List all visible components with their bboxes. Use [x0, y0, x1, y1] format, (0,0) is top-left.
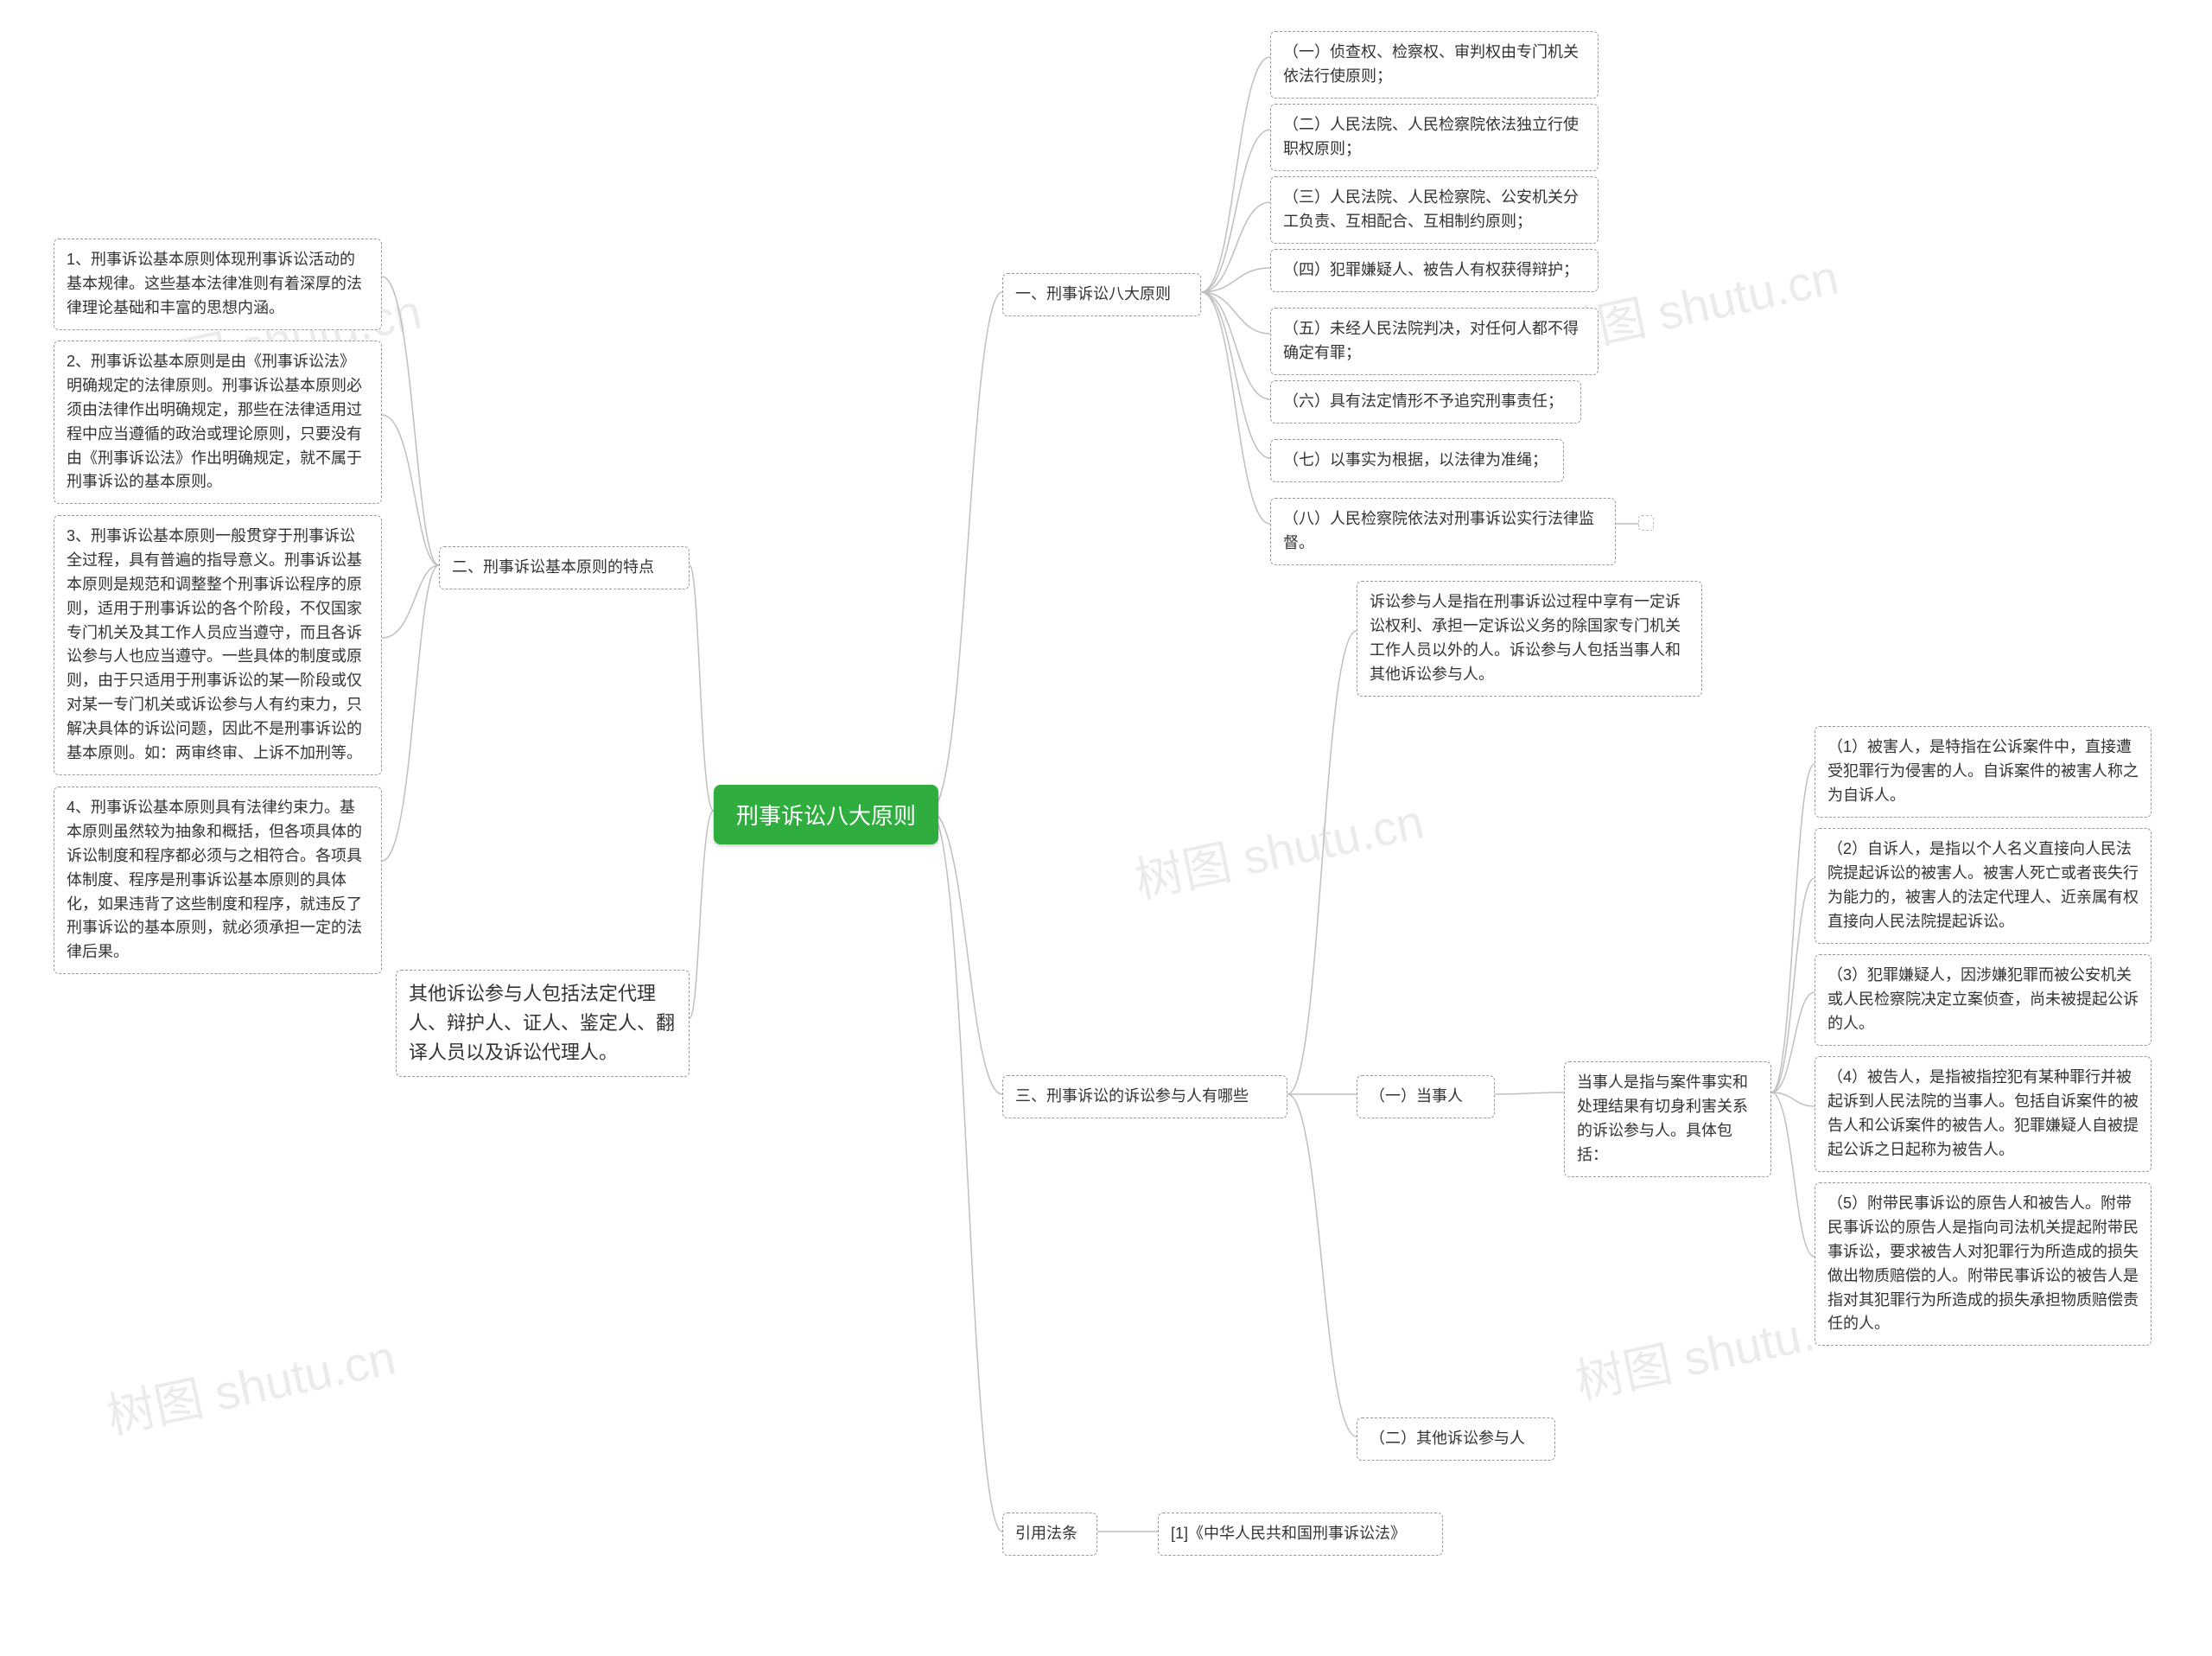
branch-three-sub2-label[interactable]: （二）其他诉讼参与人 [1357, 1417, 1555, 1461]
party-item: （5）附带民事诉讼的原告人和被告人。附带民事诉讼的原告人是指向司法机关提起附带民… [1815, 1182, 2152, 1346]
mindmap-canvas: 树图 shutu.cn 树图 shutu.cn 树图 shutu.cn 树图 s… [0, 0, 2212, 1656]
branch-three-title[interactable]: 三、刑事诉讼的诉讼参与人有哪些 [1002, 1075, 1287, 1118]
branch-one-item: （二）人民法院、人民检察院依法独立行使职权原则； [1270, 104, 1599, 171]
branch-two-item: 2、刑事诉讼基本原则是由《刑事诉讼法》明确规定的法律原则。刑事诉讼基本原则必须由… [54, 341, 382, 504]
branch-one-item: （三）人民法院、人民检察院、公安机关分工负责、互相配合、互相制约原则； [1270, 176, 1599, 244]
watermark: 树图 shutu.cn [99, 1319, 401, 1449]
branch-two-item: 3、刑事诉讼基本原则一般贯穿于刑事诉讼全过程，具有普遍的指导意义。刑事诉讼基本原… [54, 515, 382, 775]
collapsed-indicator[interactable] [1638, 515, 1654, 531]
other-participants: 其他诉讼参与人包括法定代理人、辩护人、证人、鉴定人、翻译人员以及诉讼代理人。 [396, 970, 690, 1077]
party-item: （3）犯罪嫌疑人，因涉嫌犯罪而被公安机关或人民检察院决定立案侦查，尚未被提起公诉… [1815, 954, 2152, 1046]
branch-three-intro: 诉讼参与人是指在刑事诉讼过程中享有一定诉讼权利、承担一定诉讼义务的除国家专门机关… [1357, 581, 1702, 697]
branch-one-item: （八）人民检察院依法对刑事诉讼实行法律监督。 [1270, 498, 1616, 565]
branch-two-item: 1、刑事诉讼基本原则体现刑事诉讼活动的基本规律。这些基本法律准则有着深厚的法律理… [54, 239, 382, 330]
branch-one-item: （七）以事实为根据，以法律为准绳； [1270, 439, 1564, 482]
branch-one-item: （一）侦查权、检察权、审判权由专门机关依法行使原则； [1270, 31, 1599, 99]
refs-item: [1]《中华人民共和国刑事诉讼法》 [1158, 1513, 1443, 1556]
branch-one-item: （五）未经人民法院判决，对任何人都不得确定有罪； [1270, 308, 1599, 375]
party-item: （4）被告人，是指被指控犯有某种罪行并被起诉到人民法院的当事人。包括自诉案件的被… [1815, 1056, 2152, 1172]
branch-one-item: （六）具有法定情形不予追究刑事责任； [1270, 380, 1581, 424]
refs-title[interactable]: 引用法条 [1002, 1513, 1097, 1556]
party-item: （2）自诉人，是指以个人名义直接向人民法院提起诉讼的被害人。被害人死亡或者丧失行… [1815, 828, 2152, 944]
party-item: （1）被害人，是特指在公诉案件中，直接遭受犯罪行为侵害的人。自诉案件的被害人称之… [1815, 726, 2152, 818]
branch-one-title[interactable]: 一、刑事诉讼八大原则 [1002, 273, 1201, 316]
branch-three-sub1-label[interactable]: （一）当事人 [1357, 1075, 1495, 1118]
branch-two-item: 4、刑事诉讼基本原则具有法律约束力。基本原则虽然较为抽象和概括，但各项具体的诉讼… [54, 787, 382, 974]
root-node[interactable]: 刑事诉讼八大原则 [714, 785, 938, 844]
branch-two-title[interactable]: 二、刑事诉讼基本原则的特点 [439, 546, 690, 589]
branch-one-item: （四）犯罪嫌疑人、被告人有权获得辩护； [1270, 249, 1599, 292]
watermark: 树图 shutu.cn [1128, 783, 1429, 913]
branch-three-sub1-desc: 当事人是指与案件事实和处理结果有切身利害关系的诉讼参与人。具体包括： [1564, 1061, 1771, 1177]
